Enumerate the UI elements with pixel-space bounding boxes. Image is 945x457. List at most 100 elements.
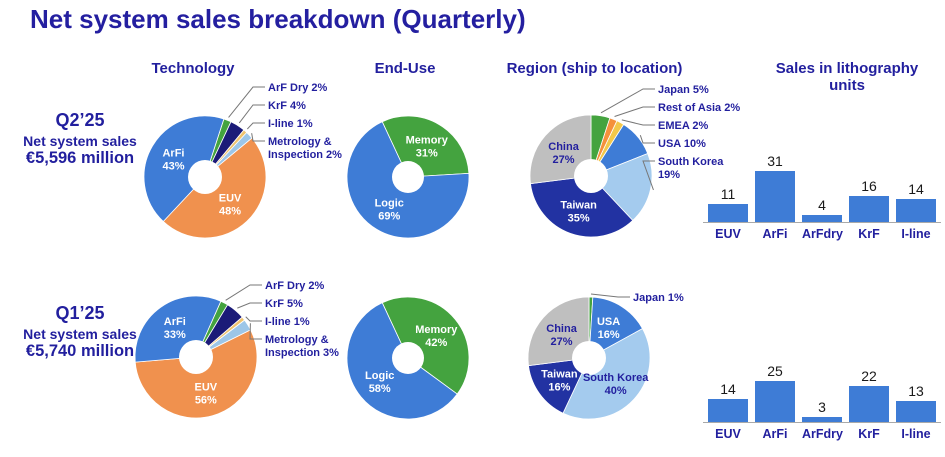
q1-litho-units-bar-chart: 14 25 3 22 13 EUV ArFi ArFdry KrF I-line — [703, 348, 941, 441]
q1-25-label-block: Q1’25 Net system sales €5,740 million — [4, 303, 156, 361]
callout-label-metrology-inspection: Metrology & Inspection 2% — [268, 136, 342, 161]
bar-krf — [849, 385, 889, 422]
donut-hole — [392, 161, 424, 193]
bar-value-i-line: 14 — [908, 180, 924, 197]
bar-arfdry — [802, 215, 842, 222]
bar-group-arfi: 31 — [755, 153, 795, 222]
bar-i-line — [896, 198, 936, 222]
bar-group-arfdry: 3 — [802, 399, 842, 422]
bar-krf — [849, 195, 889, 222]
bar-group-krf: 16 — [849, 178, 889, 222]
bar-arfdry — [802, 417, 842, 422]
bar-plot-area: 14 25 3 22 13 — [703, 348, 941, 423]
bar-arfi — [755, 170, 795, 222]
slice-label-logic: Logic 69% — [375, 197, 404, 222]
bar-group-i-line: 14 — [896, 181, 936, 222]
q2-sales-amount: €5,596 million — [25, 149, 135, 167]
bar-category-arfi: ArFi — [762, 427, 788, 441]
column-header-technology: Technology — [151, 60, 235, 77]
slice-label-china: China 27% — [548, 141, 579, 166]
q2-region-donut-chart: Taiwan 35% China 27% Japan 5% Rest of Asia 2%… — [503, 76, 755, 259]
bar-category-arfdry: ArFdry — [802, 427, 843, 441]
page-title: Net system sales breakdown (Quarterly) — [30, 4, 526, 34]
donut-slice-taiwan — [528, 357, 590, 414]
leader-line-japan — [600, 88, 655, 114]
bar-group-krf: 22 — [849, 368, 889, 422]
bar-value-arfdry: 4 — [818, 197, 826, 214]
callout-label-rest-of-asia: Rest of Asia 2% — [658, 102, 740, 114]
slice-label-memory: Memory 31% — [406, 135, 449, 160]
bar-euv — [708, 203, 748, 222]
leader-line-rest-of-asia — [614, 106, 655, 117]
q1-technology-svg: EUV 56% ArFi 33% ArF Dry 2% KrF 5% I-line 1% Me… — [134, 280, 339, 419]
bar-category-axis: EUV ArFi ArFdry KrF I-line — [703, 227, 941, 241]
bar-plot-area: 11 31 4 16 14 — [703, 148, 941, 223]
callout-label-krf: KrF 4% — [268, 100, 306, 112]
donut-slice-china — [529, 114, 592, 185]
slice-label-taiwan: Taiwan 35% — [560, 199, 597, 224]
leader-line-emea — [621, 119, 655, 126]
bar-category-arfdry: ArFdry — [802, 227, 843, 241]
q1-region-donut-chart: USA 16% South Korea 40% Taiwan 16% China 27% Jap… — [503, 256, 755, 439]
leader-line-arf-dry — [228, 86, 265, 118]
leader-line-usa — [639, 135, 655, 144]
q2-enduse-svg: Memory 31% Logic 69% — [346, 115, 470, 239]
slice-label-arfi: ArFi 43% — [162, 147, 184, 172]
donut-slice-south-korea — [562, 328, 651, 420]
slice-label-taiwan: Taiwan 16% — [541, 369, 578, 394]
slice-label-logic: Logic 58% — [365, 370, 394, 395]
bar-category-krf: KrF — [858, 427, 880, 441]
donut-hole — [572, 341, 606, 375]
donut-slice-arfi — [143, 115, 225, 223]
q1-sales-amount: €5,740 million — [25, 342, 135, 360]
slice-label-memory: Memory 42% — [415, 324, 458, 349]
slice-label-euv: EUV 48% — [219, 193, 242, 218]
bar-group-arfdry: 4 — [802, 197, 842, 222]
leader-line-japan — [590, 293, 630, 298]
slice-label-south-korea: South Korea 40% — [583, 372, 649, 397]
bar-i-line — [896, 400, 936, 422]
callout-label-japan: Japan 5% — [658, 84, 709, 96]
callout-label-south-korea: South Korea 19% — [658, 156, 724, 181]
leader-line-metrology-inspection — [251, 133, 265, 142]
donut-hole — [574, 159, 608, 193]
q2-technology-svg: EUV 48% ArFi 43% ArF Dry 2% KrF 4% I-line 1% Me… — [143, 82, 342, 239]
q1-end-use-donut-chart: Memory 42% Logic 58% — [338, 287, 478, 437]
q1-technology-donut-chart: EUV 56% ArFi 33% ArF Dry 2% KrF 5% I-line 1% Me… — [128, 256, 358, 439]
leader-line-i-line — [245, 316, 262, 322]
bar-value-arfdry: 3 — [818, 399, 826, 416]
column-header-region: Region (ship to location) — [506, 60, 683, 77]
bar-value-krf: 16 — [861, 177, 877, 194]
bar-group-euv: 14 — [708, 381, 748, 422]
bar-category-i-line: I-line — [901, 227, 931, 241]
q2-region-svg: Taiwan 35% China 27% Japan 5% Rest of Asia 2%… — [529, 84, 740, 238]
bar-value-euv: 11 — [720, 185, 736, 202]
bar-category-euv: EUV — [715, 427, 741, 441]
bar-value-krf: 22 — [861, 367, 877, 384]
callout-label-i-line: I-line 1% — [268, 118, 313, 130]
slice-label-euv: EUV 56% — [195, 381, 218, 406]
bar-category-arfi: ArFi — [762, 227, 788, 241]
leader-line-arf-dry — [225, 284, 262, 301]
leader-line-krf — [237, 302, 262, 309]
q1-quarter-label: Q1’25 — [55, 303, 105, 323]
bar-value-i-line: 13 — [908, 382, 924, 399]
q1-enduse-svg: Memory 42% Logic 58% — [346, 296, 470, 420]
bar-category-euv: EUV — [715, 227, 741, 241]
bar-category-krf: KrF — [858, 227, 880, 241]
bar-euv — [708, 398, 748, 422]
q2-quarter-label: Q2’25 — [55, 110, 105, 130]
bar-group-i-line: 13 — [896, 383, 936, 422]
callout-label-arf-dry: ArF Dry 2% — [265, 280, 325, 292]
q1-net-system-sales-label: Net system sales — [23, 326, 137, 342]
callout-label-krf: KrF 5% — [265, 298, 303, 310]
donut-hole — [188, 160, 222, 194]
bar-value-arfi: 31 — [767, 152, 783, 169]
slice-label-arfi: ArFi 33% — [164, 316, 186, 341]
donut-slice-memory — [381, 296, 470, 395]
q1-region-svg: USA 16% South Korea 40%Taiwan 16% China 27% Jap… — [527, 292, 684, 420]
bar-value-arfi: 25 — [767, 362, 783, 379]
column-header-litho-units: Sales in lithography units — [775, 60, 919, 95]
callout-label-emea: EMEA 2% — [658, 120, 709, 132]
